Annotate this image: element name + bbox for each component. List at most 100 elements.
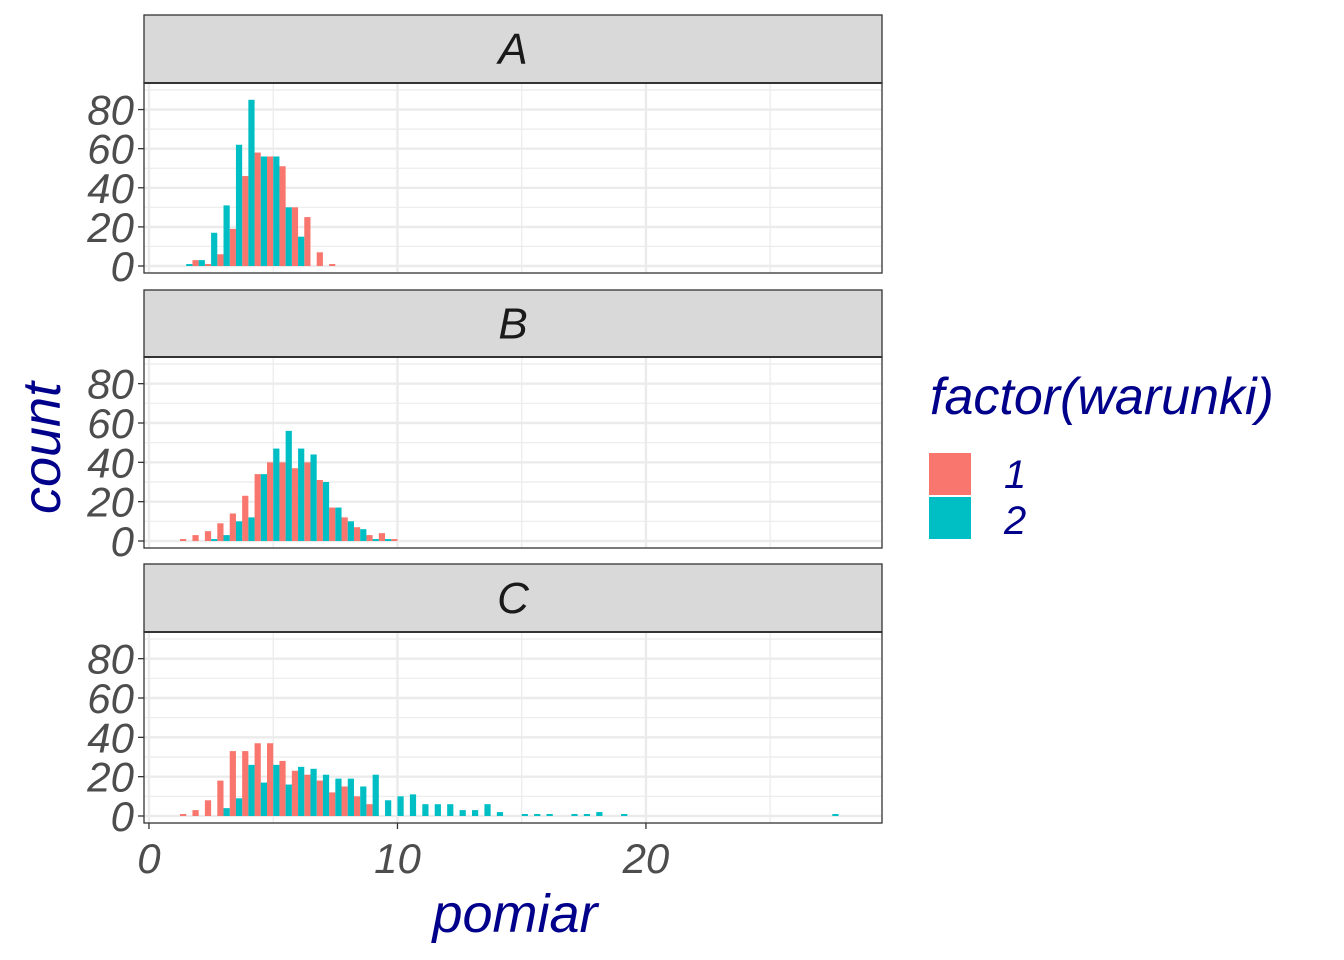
legend-key-2	[929, 497, 971, 539]
bar-group-2	[298, 766, 305, 816]
y-tick-label: 0	[111, 243, 135, 290]
bar-group-1	[304, 217, 311, 266]
y-tick-label: 80	[87, 361, 134, 408]
bar-group-2	[397, 796, 404, 816]
bar-group-1	[366, 535, 373, 541]
bar-group-1	[180, 814, 187, 816]
bar-group-2	[459, 810, 466, 816]
bar-group-2	[385, 800, 392, 816]
bar-group-1	[316, 480, 323, 541]
bar-group-1	[204, 264, 212, 266]
bar-group-2	[310, 768, 317, 816]
bar-group-2	[285, 784, 292, 816]
bar-group-2	[223, 205, 230, 266]
bar-group-2	[273, 764, 280, 816]
bar-group-1	[192, 535, 199, 541]
y-axis-title: count	[12, 380, 72, 514]
legend: factor(warunki) 1 2	[929, 368, 1274, 543]
y-tick-label: 0	[111, 793, 135, 840]
y-tick-label: 40	[87, 165, 134, 212]
bar-group-1	[254, 152, 261, 266]
x-tick-label: 10	[374, 835, 421, 882]
bar-group-2	[273, 156, 280, 266]
strip-C	[143, 563, 883, 633]
bar-group-1	[254, 743, 261, 816]
bar-group-2	[298, 448, 305, 541]
strip-label: B	[498, 300, 527, 349]
bar-group-1	[329, 264, 336, 266]
bar-group-2	[335, 507, 342, 541]
y-tick-label: 20	[86, 204, 134, 251]
bar-group-2	[260, 782, 267, 816]
bar-group-2	[546, 814, 553, 816]
y-tick-label: 40	[87, 439, 134, 486]
bar-group-1	[329, 507, 336, 541]
bar-group-2	[223, 535, 230, 541]
bar-group-2	[496, 812, 504, 816]
bar-group-1	[229, 751, 236, 816]
bar-group-2	[484, 804, 491, 816]
bar-group-1	[353, 527, 361, 541]
bar-group-2	[310, 454, 317, 541]
bar-group-1	[204, 800, 212, 816]
y-tick-label: 0	[111, 518, 135, 565]
bar-group-2	[385, 539, 392, 541]
bar-group-1	[279, 166, 286, 266]
strip-label: C	[497, 574, 530, 623]
bar-group-2	[198, 260, 205, 266]
bar-group-2	[360, 529, 367, 541]
y-tick-label: 40	[87, 714, 134, 761]
bar-group-1	[304, 462, 311, 541]
bar-group-2	[260, 156, 267, 266]
bar-group-1	[341, 517, 348, 541]
bar-group-2	[273, 448, 280, 541]
bar-group-2	[260, 474, 267, 541]
bar-group-1	[291, 207, 299, 266]
legend-title: factor(warunki)	[930, 368, 1274, 426]
bar-group-1	[242, 495, 249, 541]
bar-group-1	[329, 792, 336, 816]
bar-group-2	[322, 482, 330, 541]
bar-group-1	[353, 796, 361, 816]
bar-group-1	[341, 786, 348, 816]
x-axis-title: pomiar	[430, 884, 599, 944]
bar-group-2	[571, 814, 578, 816]
bar-group-2	[472, 810, 479, 816]
bar-group-1	[192, 260, 199, 266]
bar-group-1	[291, 468, 299, 541]
bar-group-2	[235, 798, 243, 816]
bar-group-2	[360, 786, 367, 816]
bar-group-1	[316, 252, 323, 266]
y-tick-label: 60	[87, 400, 134, 447]
bar-group-2	[285, 430, 292, 541]
legend-label-1: 1	[1004, 453, 1026, 497]
bar-group-1	[204, 531, 212, 541]
bar-group-2	[285, 207, 292, 266]
strip-A	[143, 14, 883, 84]
bar-group-1	[279, 462, 286, 541]
bar-group-1	[316, 780, 323, 816]
bar-group-2	[422, 804, 429, 816]
y-tick-label: 20	[86, 754, 134, 801]
bar-group-2	[211, 232, 218, 266]
bar-group-2	[248, 764, 255, 816]
bar-group-2	[409, 794, 417, 816]
bar-group-2	[248, 99, 255, 267]
x-axis: 0 10 20	[137, 823, 670, 882]
legend-key-1	[929, 453, 971, 495]
bar-group-1	[217, 523, 224, 541]
bar-group-1	[279, 760, 286, 816]
bar-group-1	[267, 156, 274, 266]
bar-group-2	[335, 778, 342, 816]
bar-group-2	[248, 517, 255, 541]
y-tick-label: 20	[86, 479, 134, 526]
bar-group-2	[534, 814, 541, 816]
bar-group-2	[211, 539, 218, 541]
bar-group-1	[254, 474, 261, 541]
bar-group-1	[242, 751, 249, 816]
bar-group-1	[391, 539, 398, 541]
